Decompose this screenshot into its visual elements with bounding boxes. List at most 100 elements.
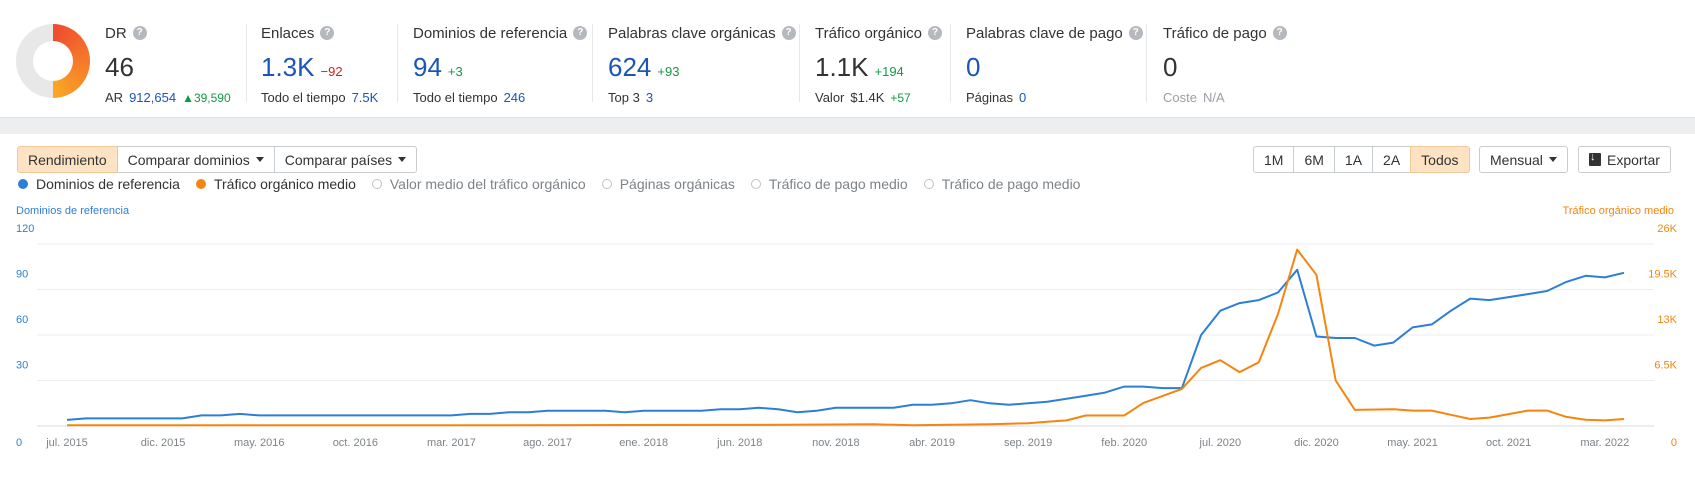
left-tick-label: 60	[16, 314, 28, 326]
legend-item-paginas[interactable]: Páginas orgánicas	[601, 176, 735, 192]
series-ring-icon	[371, 179, 382, 189]
legend-label: Tráfico de pago medio	[768, 176, 908, 192]
metric-delta: +3	[447, 64, 463, 79]
left-tick-label: 90	[16, 269, 28, 281]
metric-value[interactable]: 1.1K	[815, 52, 869, 82]
tab-label: Comparar dominios	[127, 151, 250, 168]
x-tick-label: mar. 2017	[427, 437, 476, 449]
series-ring-icon	[923, 179, 934, 189]
metric-sub-label: Coste	[1163, 90, 1197, 105]
range-1m[interactable]: 1M	[1253, 146, 1295, 173]
legend-label: Tráfico de pago medio	[941, 176, 1081, 192]
x-tick-label: dic. 2015	[141, 437, 186, 449]
range-6m[interactable]: 6M	[1293, 146, 1335, 173]
help-icon[interactable]: ?	[781, 26, 796, 40]
delta-text: 39,590	[193, 91, 231, 105]
x-tick-label: feb. 2020	[1101, 437, 1147, 449]
metric-trafico: Tráfico orgánico? 1.1K +194 Valor $1.4K +57	[815, 24, 942, 105]
metric-value[interactable]: 0	[966, 52, 981, 82]
legend-item-pago-1[interactable]: Tráfico de pago medio	[750, 176, 908, 192]
help-icon[interactable]: ?	[1128, 26, 1143, 40]
legend-label: Dominios de referencia	[36, 176, 180, 192]
series-dot-icon	[195, 179, 206, 189]
x-tick-label: nov. 2018	[812, 437, 860, 449]
metric-sub-label: Todo el tiempo	[261, 90, 346, 105]
x-tick-label: abr. 2019	[909, 437, 955, 449]
metric-label: Tráfico orgánico	[815, 24, 922, 42]
range-label: 6M	[1304, 151, 1324, 168]
interval-label: Mensual	[1490, 151, 1543, 168]
tab-label: Comparar países	[284, 151, 393, 168]
range-todos[interactable]: Todos	[1410, 146, 1470, 173]
x-tick-label: ene. 2018	[619, 437, 668, 449]
line-chart: Dominios de referencia Tráfico orgánico m…	[16, 205, 1678, 449]
help-icon[interactable]: ?	[132, 26, 147, 40]
legend-item-dominios[interactable]: Dominios de referencia	[18, 176, 180, 192]
metric-value[interactable]: 624	[608, 52, 652, 82]
legend-label: Páginas orgánicas	[619, 176, 735, 192]
left-axis-title: Dominios de referencia	[16, 205, 130, 217]
left-tick-label: 30	[16, 360, 28, 372]
x-tick-label: oct. 2021	[1486, 437, 1531, 449]
metric-value[interactable]: 1.3K	[261, 52, 315, 82]
metric-sub-label: Valor	[815, 90, 845, 105]
tab-comparar-dominios[interactable]: Comparar dominios	[116, 146, 275, 173]
x-tick-label: dic. 2020	[1294, 437, 1339, 449]
legend-label: Valor medio del tráfico orgánico	[389, 176, 586, 192]
metric-sub-label: AR	[105, 90, 124, 105]
divider	[397, 24, 398, 102]
export-button[interactable]: Exportar	[1578, 146, 1671, 173]
series-line	[67, 248, 1625, 427]
tab-rendimiento[interactable]: Rendimiento	[17, 146, 118, 173]
view-tabs: Rendimiento Comparar dominios Comparar p…	[17, 146, 418, 173]
metric-sub-label: Páginas	[966, 90, 1013, 105]
chart-panel: Rendimiento Comparar dominios Comparar p…	[0, 134, 1695, 492]
series-ring-icon	[750, 179, 761, 189]
help-icon[interactable]: ?	[1272, 26, 1287, 40]
metric-sub-value[interactable]: 246	[503, 90, 526, 105]
range-1a[interactable]: 1A	[1333, 146, 1374, 173]
legend-item-valor[interactable]: Valor medio del tráfico orgánico	[371, 176, 586, 192]
legend-item-pago-2[interactable]: Tráfico de pago medio	[923, 176, 1081, 192]
range-2a[interactable]: 2A	[1372, 146, 1412, 173]
metric-sub-value: N/A	[1202, 90, 1225, 105]
range-label: 1M	[1264, 151, 1284, 168]
download-icon	[1589, 151, 1601, 166]
left-tick-label: 120	[16, 223, 34, 235]
right-tick-label: 6.5K	[1654, 360, 1677, 372]
interval-dropdown[interactable]: Mensual	[1479, 146, 1568, 173]
divider	[799, 24, 800, 102]
right-tick-label: 26K	[1657, 223, 1677, 235]
help-icon[interactable]: ?	[573, 26, 588, 40]
x-tick-label: may. 2016	[234, 437, 285, 449]
export-label: Exportar	[1607, 151, 1660, 168]
dr-donut-chart	[16, 24, 90, 98]
range-label: 2A	[1383, 151, 1401, 168]
left-tick-label: 0	[16, 437, 22, 449]
right-tick-label: 19.5K	[1648, 269, 1677, 281]
x-tick-label: jul. 2020	[1199, 437, 1242, 449]
caret-down-icon	[398, 157, 407, 162]
tab-comparar-paises[interactable]: Comparar países	[273, 146, 418, 173]
metric-dominios: Dominios de referencia? 94 +3 Todo el tie…	[413, 24, 588, 105]
metric-sub-value[interactable]: 912,654	[129, 90, 177, 105]
divider	[592, 24, 593, 102]
range-label: 1A	[1344, 151, 1363, 168]
metric-sub-label: Top 3	[608, 90, 640, 105]
help-icon[interactable]: ?	[928, 26, 942, 40]
divider	[950, 24, 951, 102]
right-tick-label: 0	[1671, 437, 1677, 449]
series-dot-icon	[18, 179, 28, 189]
x-tick-label: oct. 2016	[333, 437, 378, 449]
metric-sub-value[interactable]: 7.5K	[351, 90, 379, 105]
metrics-panel: DR? 46 AR 912,654 ▲39,590 Enlaces? 1.3K −92…	[0, 0, 1695, 118]
x-tick-label: mar. 2022	[1580, 437, 1629, 449]
metric-sub-delta: +57	[890, 91, 911, 105]
metric-sub-value[interactable]: 0	[1018, 90, 1027, 105]
legend-item-trafico[interactable]: Tráfico orgánico medio	[195, 176, 356, 192]
help-icon[interactable]: ?	[320, 26, 335, 40]
metric-keywords: Palabras clave orgánicas? 624 +93 Top 3 3	[608, 24, 796, 105]
metric-sub-value[interactable]: 3	[645, 90, 654, 105]
metric-value[interactable]: 94	[413, 52, 442, 82]
metric-sub-delta: ▲39,590	[182, 91, 231, 105]
